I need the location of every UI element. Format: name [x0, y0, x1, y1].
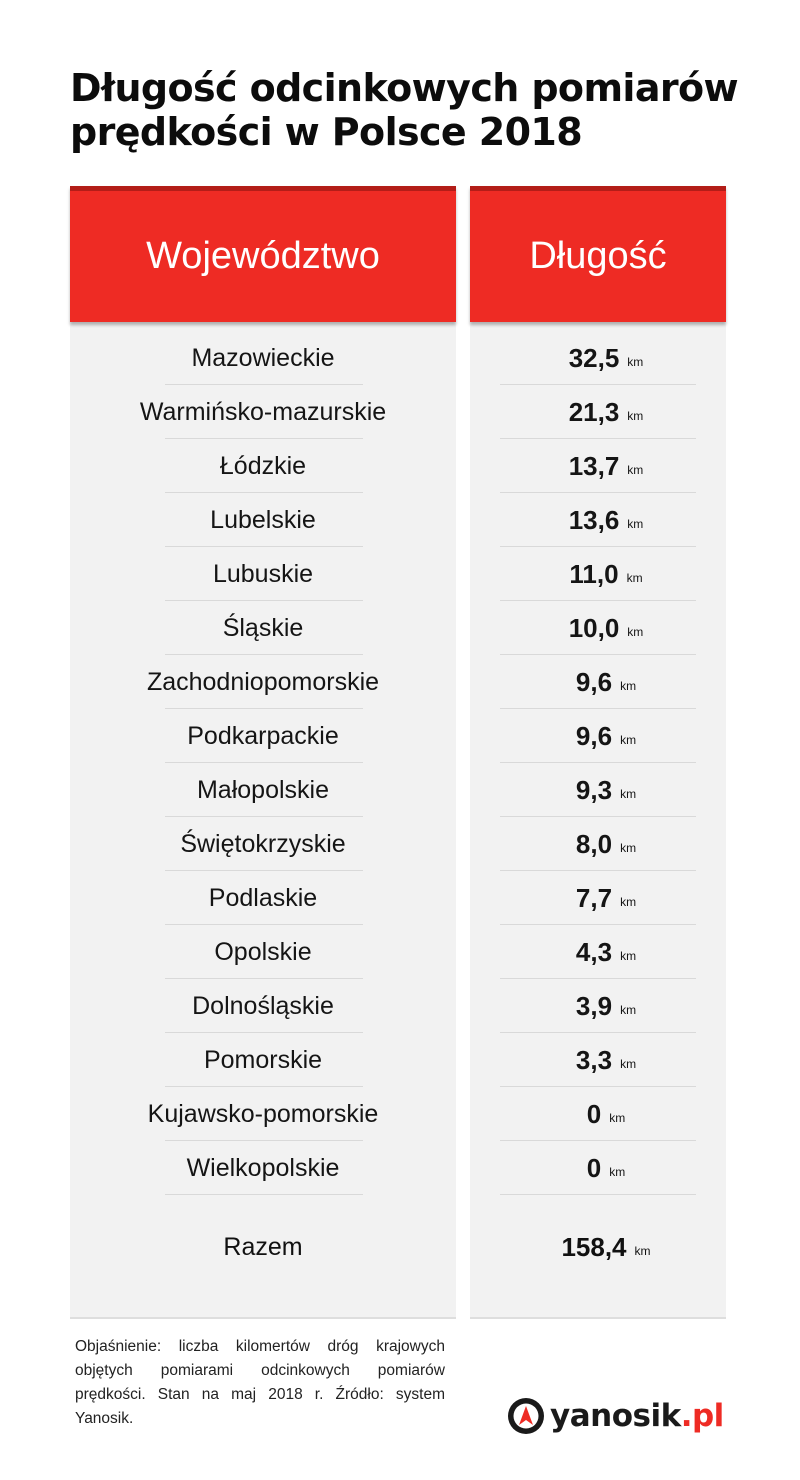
region-row: Lubelskie — [70, 493, 456, 547]
footnote: Objaśnienie: liczba kilomertów dróg kraj… — [75, 1338, 445, 1427]
length-header-label: Długość — [529, 235, 667, 277]
region-row: Pomorskie — [70, 1033, 456, 1087]
region-row: Małopolskie — [70, 763, 456, 817]
total-label: Razem — [223, 1232, 303, 1261]
unit-label: km — [634, 1244, 651, 1258]
length-value: 9,6 — [575, 666, 613, 697]
length-value: 7,7 — [575, 882, 613, 913]
length-column-body: 32,5 km 21,3 km 13,7 km 13,6 km 11,0 km 10,0 km 9,6 k… — [470, 322, 726, 1319]
length-column-header: Długość — [470, 186, 726, 322]
length-value: 4,3 — [575, 936, 613, 967]
length-row: 13,6 km — [470, 493, 726, 547]
length-row: 0 km — [470, 1141, 726, 1195]
length-value: 13,6 — [568, 504, 620, 535]
total-value-cell: 158,4 km — [486, 1222, 726, 1272]
length-row: 0 km — [470, 1087, 726, 1141]
length-value: 9,3 — [575, 774, 613, 805]
unit-label: km — [620, 733, 637, 747]
total-value: 158,4 — [561, 1231, 627, 1262]
length-row: 21,3 km — [470, 385, 726, 439]
length-row: 32,5 km — [470, 331, 726, 385]
unit-label: km — [620, 1057, 637, 1071]
unit-label: km — [620, 949, 637, 963]
length-value: 11,0 — [569, 558, 619, 589]
region-row: Wielkopolskie — [70, 1141, 456, 1195]
region-row: Lubuskie — [70, 547, 456, 601]
unit-label: km — [609, 1165, 626, 1179]
unit-label: km — [627, 517, 644, 531]
length-value: 8,0 — [575, 828, 613, 859]
length-value: 0 — [586, 1098, 602, 1129]
length-value: 9,6 — [575, 720, 613, 751]
unit-label: km — [609, 1111, 626, 1125]
length-value: 32,5 — [568, 342, 620, 373]
region-column-header: Województwo — [70, 186, 456, 322]
length-row: 8,0 km — [470, 817, 726, 871]
unit-label: km — [627, 463, 644, 477]
length-column: Długość 32,5 km 21,3 km 13,7 km 13,6 km 11,0 km 10… — [470, 186, 726, 1319]
length-row: 3,3 km — [470, 1033, 726, 1087]
region-row: Mazowieckie — [70, 331, 456, 385]
logo-wordmark: yanosik.pl — [550, 1398, 724, 1434]
length-value: 3,9 — [575, 990, 613, 1021]
region-row: Świętokrzyskie — [70, 817, 456, 871]
unit-label: km — [620, 1003, 637, 1017]
yanosik-logo-icon — [508, 1398, 544, 1434]
region-row: Podkarpackie — [70, 709, 456, 763]
length-row: 9,3 km — [470, 763, 726, 817]
unit-label: km — [627, 409, 644, 423]
region-row: Śląskie — [70, 601, 456, 655]
region-row: Zachodniopomorskie — [70, 655, 456, 709]
unit-label: km — [627, 355, 644, 369]
length-value: 0 — [586, 1152, 602, 1183]
region-row: Dolnośląskie — [70, 979, 456, 1033]
region-header-label: Województwo — [146, 235, 380, 277]
length-row: 11,0 km — [470, 547, 726, 601]
length-row: 7,7 km — [470, 871, 726, 925]
length-row: 4,3 km — [470, 925, 726, 979]
region-row: Opolskie — [70, 925, 456, 979]
unit-label: km — [627, 625, 644, 639]
unit-label: km — [620, 895, 637, 909]
length-row: 9,6 km — [470, 655, 726, 709]
unit-label: km — [626, 571, 643, 585]
length-row: 3,9 km — [470, 979, 726, 1033]
yanosik-logo: yanosik.pl — [506, 1396, 724, 1436]
unit-label: km — [620, 679, 637, 693]
region-row: Łódzkie — [70, 439, 456, 493]
length-value: 10,0 — [568, 612, 620, 643]
region-row: Podlaskie — [70, 871, 456, 925]
region-row: Kujawsko-pomorskie — [70, 1087, 456, 1141]
length-row: 13,7 km — [470, 439, 726, 493]
length-value: 13,7 — [568, 450, 620, 481]
unit-label: km — [620, 787, 637, 801]
length-value: 21,3 — [568, 396, 620, 427]
length-value: 3,3 — [575, 1044, 613, 1075]
region-row: Warmińsko-mazurskie — [70, 385, 456, 439]
page-title: Długość odcinkowych pomiarów prędkości w… — [70, 66, 739, 154]
length-row: 10,0 km — [470, 601, 726, 655]
region-column: Województwo Mazowieckie Warmińsko-mazursk… — [70, 186, 456, 1319]
region-column-body: Mazowieckie Warmińsko-mazurskie Łódzkie Lub… — [70, 322, 456, 1319]
length-row: 9,6 km — [470, 709, 726, 763]
unit-label: km — [620, 841, 637, 855]
